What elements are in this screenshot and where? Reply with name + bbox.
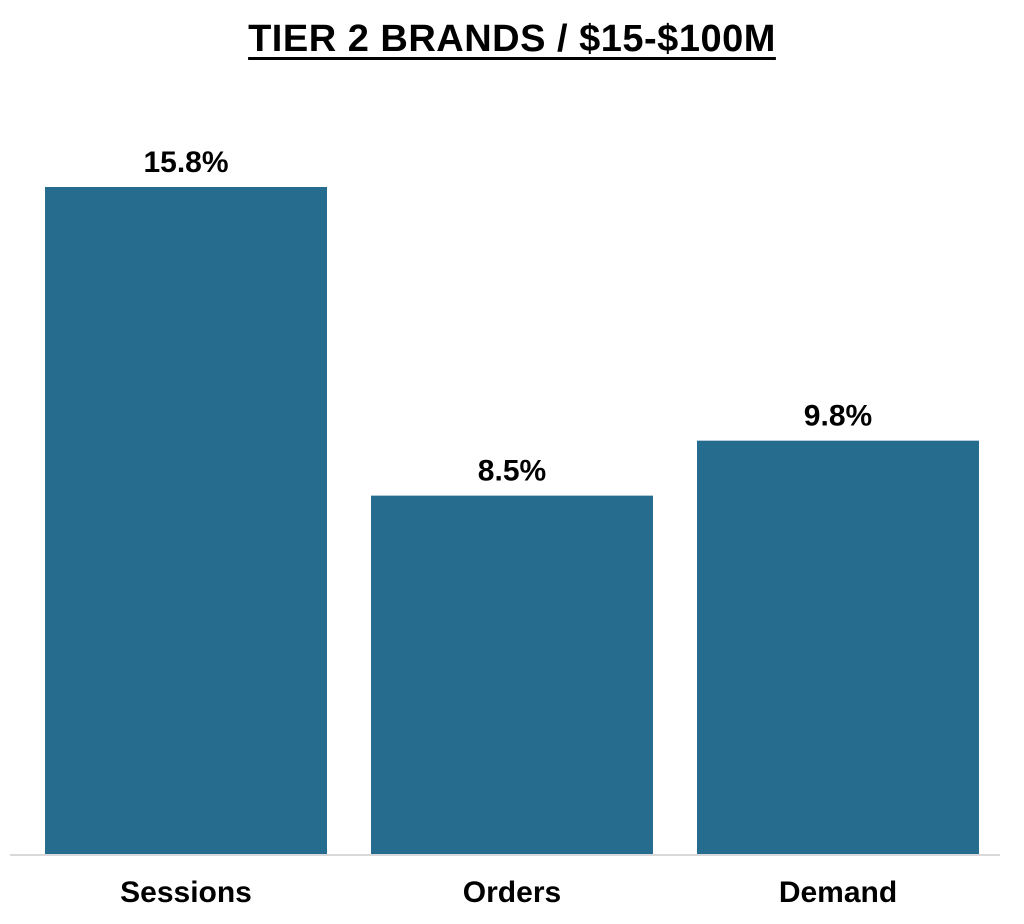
value-label-demand: 9.8% <box>804 400 872 433</box>
value-label-sessions: 15.8% <box>143 146 228 179</box>
value-label-orders: 8.5% <box>478 455 546 488</box>
x-tick-label-orders: Orders <box>463 876 561 909</box>
bars-layer <box>45 187 979 855</box>
value-labels-layer: 15.8% 8.5% 9.8% <box>143 146 872 488</box>
bar-orders <box>371 495 653 855</box>
x-tick-label-sessions: Sessions <box>120 876 252 909</box>
bar-demand <box>697 440 979 855</box>
chart-title: TIER 2 BRANDS / $15-$100M <box>0 18 1024 61</box>
x-tick-labels-layer: Sessions Orders Demand <box>120 876 897 909</box>
x-tick-label-demand: Demand <box>779 876 897 909</box>
bar-sessions <box>45 187 327 855</box>
chart-title-text: TIER 2 BRANDS / $15-$100M <box>248 18 776 60</box>
